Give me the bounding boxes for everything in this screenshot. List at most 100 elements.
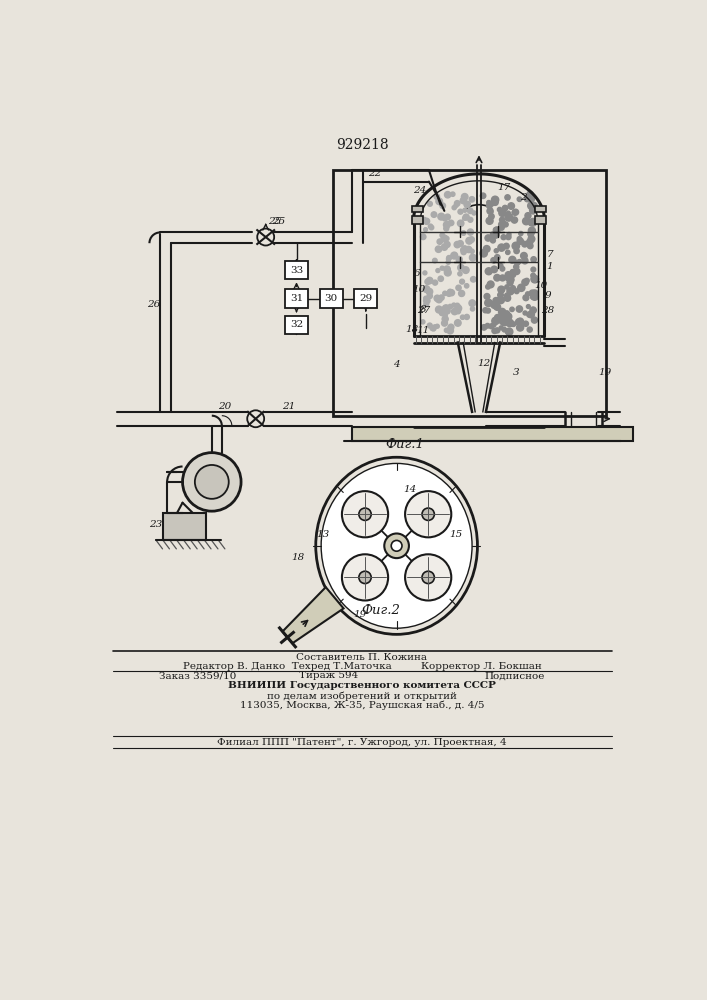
Circle shape	[529, 218, 537, 226]
Circle shape	[486, 285, 490, 289]
Circle shape	[423, 302, 428, 307]
Text: 7: 7	[547, 250, 553, 259]
Circle shape	[480, 250, 487, 257]
Circle shape	[530, 295, 534, 299]
Text: 26: 26	[146, 300, 160, 309]
Circle shape	[532, 317, 537, 323]
Text: 18: 18	[291, 553, 305, 562]
Circle shape	[428, 224, 433, 228]
Text: 15: 15	[449, 530, 462, 539]
Text: 33: 33	[290, 266, 303, 275]
Circle shape	[517, 238, 523, 244]
Circle shape	[529, 221, 533, 226]
Circle shape	[448, 324, 454, 330]
Circle shape	[448, 289, 452, 295]
Circle shape	[523, 295, 529, 301]
Text: Фиг.2: Фиг.2	[362, 604, 401, 617]
Circle shape	[444, 266, 450, 272]
Text: 6: 6	[414, 269, 420, 278]
Bar	[285, 261, 308, 279]
Circle shape	[466, 237, 472, 244]
Circle shape	[421, 217, 426, 222]
Circle shape	[436, 296, 442, 303]
Text: 3: 3	[513, 368, 519, 377]
Bar	[285, 289, 308, 308]
Circle shape	[485, 299, 492, 307]
Circle shape	[528, 196, 534, 202]
Circle shape	[472, 211, 476, 215]
Circle shape	[484, 246, 490, 252]
Circle shape	[527, 191, 533, 197]
Circle shape	[445, 328, 449, 332]
Text: Подписное: Подписное	[484, 671, 544, 680]
Circle shape	[455, 201, 460, 206]
Circle shape	[518, 237, 522, 241]
Circle shape	[469, 237, 474, 242]
Circle shape	[501, 312, 507, 319]
Text: 25: 25	[269, 217, 281, 226]
Circle shape	[500, 217, 505, 222]
Circle shape	[499, 210, 506, 216]
Circle shape	[525, 196, 530, 202]
Circle shape	[438, 213, 445, 220]
Circle shape	[462, 267, 469, 273]
Circle shape	[433, 280, 438, 285]
Circle shape	[499, 264, 503, 268]
Circle shape	[527, 305, 530, 308]
Circle shape	[467, 208, 473, 214]
Text: 22: 22	[368, 169, 382, 178]
Circle shape	[498, 207, 502, 212]
Circle shape	[391, 540, 402, 551]
Circle shape	[447, 256, 452, 260]
Circle shape	[518, 197, 522, 201]
Circle shape	[441, 244, 448, 250]
Circle shape	[506, 319, 513, 327]
Circle shape	[443, 291, 447, 295]
Circle shape	[492, 317, 499, 325]
Circle shape	[445, 214, 450, 220]
Text: 27: 27	[417, 306, 430, 315]
Text: 23: 23	[149, 520, 162, 529]
Circle shape	[433, 258, 437, 263]
Circle shape	[496, 298, 500, 303]
Circle shape	[456, 309, 460, 314]
Circle shape	[501, 220, 505, 224]
Circle shape	[486, 203, 492, 209]
Circle shape	[439, 295, 444, 300]
Circle shape	[512, 210, 517, 215]
Circle shape	[527, 243, 533, 249]
Circle shape	[489, 214, 494, 219]
Circle shape	[498, 292, 503, 298]
Circle shape	[451, 252, 457, 259]
Circle shape	[421, 320, 425, 324]
Circle shape	[448, 326, 452, 330]
Circle shape	[462, 194, 468, 200]
Circle shape	[443, 313, 448, 317]
Circle shape	[528, 227, 535, 234]
Circle shape	[421, 234, 426, 240]
Text: 24: 24	[413, 186, 426, 195]
Circle shape	[448, 220, 454, 226]
Text: Тираж 594: Тираж 594	[299, 671, 358, 680]
Circle shape	[500, 266, 505, 271]
Circle shape	[503, 243, 509, 249]
Circle shape	[423, 228, 428, 232]
Circle shape	[464, 314, 469, 319]
Circle shape	[446, 257, 450, 261]
Circle shape	[505, 313, 512, 320]
Bar	[352, 427, 633, 441]
Text: 31: 31	[290, 294, 303, 303]
Circle shape	[487, 208, 493, 214]
Circle shape	[470, 249, 474, 253]
Circle shape	[429, 225, 433, 230]
Circle shape	[504, 295, 510, 301]
Bar	[412, 216, 423, 224]
Text: 1: 1	[547, 262, 553, 271]
Circle shape	[439, 311, 445, 316]
Circle shape	[460, 292, 464, 296]
Circle shape	[503, 222, 508, 227]
Circle shape	[489, 210, 493, 214]
Circle shape	[427, 293, 433, 299]
Bar	[333, 170, 606, 416]
Circle shape	[505, 213, 513, 221]
